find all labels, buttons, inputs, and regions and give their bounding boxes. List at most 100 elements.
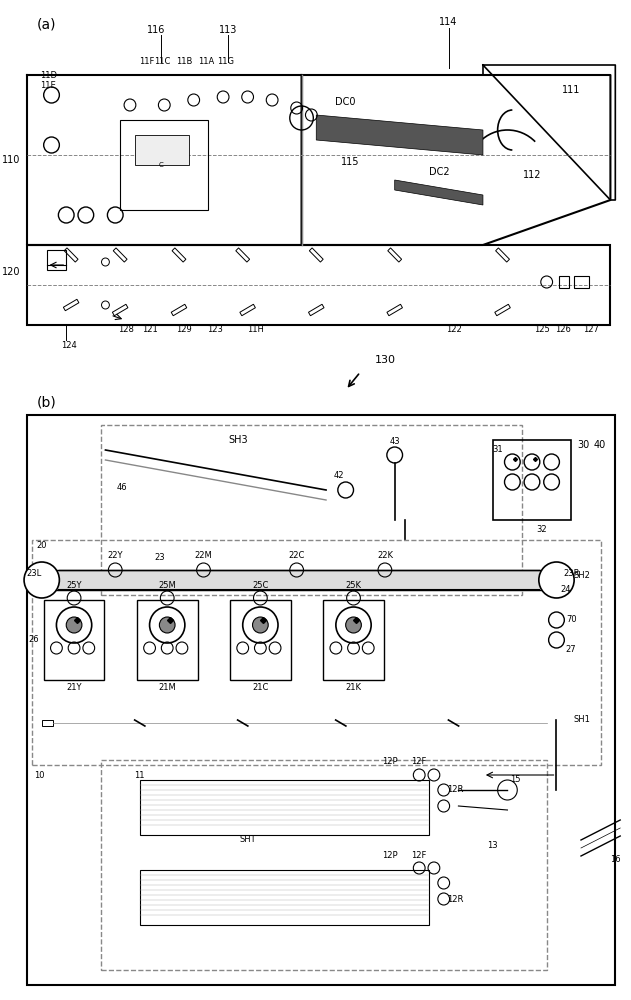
Text: 22K: 22K bbox=[377, 550, 393, 560]
Bar bbox=[135, 135, 189, 165]
Text: 124: 124 bbox=[61, 340, 77, 350]
Bar bbox=[27, 245, 610, 325]
Bar bbox=[560, 276, 569, 288]
Text: 42: 42 bbox=[334, 471, 344, 480]
Text: 11: 11 bbox=[134, 770, 145, 780]
Polygon shape bbox=[309, 248, 323, 262]
Text: C: C bbox=[159, 162, 163, 168]
Text: DC0: DC0 bbox=[336, 97, 356, 107]
Text: 10: 10 bbox=[34, 770, 44, 780]
Text: 110: 110 bbox=[2, 155, 20, 165]
Text: 11H: 11H bbox=[247, 326, 264, 334]
Polygon shape bbox=[63, 299, 79, 311]
Text: SHT: SHT bbox=[239, 836, 256, 844]
Text: 12F: 12F bbox=[411, 758, 427, 766]
Text: 25C: 25C bbox=[252, 582, 269, 590]
Text: 16: 16 bbox=[610, 856, 621, 864]
Bar bbox=[44, 600, 105, 680]
Text: 120: 120 bbox=[2, 267, 20, 277]
Bar bbox=[32, 540, 601, 765]
Text: 23: 23 bbox=[154, 554, 165, 562]
Text: 111: 111 bbox=[562, 85, 581, 95]
Text: 11D: 11D bbox=[40, 70, 57, 80]
Polygon shape bbox=[495, 248, 509, 262]
Bar bbox=[42, 720, 54, 726]
Bar bbox=[230, 600, 291, 680]
Polygon shape bbox=[316, 115, 483, 155]
Circle shape bbox=[24, 562, 59, 598]
Text: 113: 113 bbox=[219, 25, 237, 35]
Text: 121: 121 bbox=[142, 326, 158, 334]
Bar bbox=[100, 425, 522, 595]
Text: 26: 26 bbox=[28, 636, 39, 645]
Text: 25K: 25K bbox=[346, 582, 362, 590]
Text: 129: 129 bbox=[176, 326, 192, 334]
Text: DC2: DC2 bbox=[428, 167, 449, 177]
Text: (b): (b) bbox=[37, 395, 57, 409]
Text: 30: 30 bbox=[578, 440, 590, 450]
Text: 24: 24 bbox=[561, 585, 571, 594]
Text: 126: 126 bbox=[555, 326, 571, 334]
Text: 21C: 21C bbox=[252, 684, 269, 692]
Bar bbox=[42, 570, 551, 590]
Text: 21M: 21M bbox=[158, 684, 176, 692]
Text: 13: 13 bbox=[487, 840, 498, 850]
Bar bbox=[120, 120, 208, 210]
Bar bbox=[137, 600, 198, 680]
Text: 12R: 12R bbox=[447, 786, 464, 794]
Text: 20: 20 bbox=[37, 540, 47, 550]
Text: 21K: 21K bbox=[346, 684, 362, 692]
Text: 11F: 11F bbox=[139, 57, 155, 66]
Text: 114: 114 bbox=[439, 17, 458, 27]
Text: 12R: 12R bbox=[447, 896, 464, 904]
Text: 11A: 11A bbox=[198, 57, 215, 66]
Text: 12P: 12P bbox=[382, 850, 398, 859]
Text: 21Y: 21Y bbox=[66, 684, 82, 692]
Text: 11C: 11C bbox=[154, 57, 170, 66]
Polygon shape bbox=[240, 304, 256, 316]
Polygon shape bbox=[495, 304, 510, 316]
Bar bbox=[323, 600, 384, 680]
Polygon shape bbox=[171, 304, 187, 316]
Polygon shape bbox=[309, 304, 324, 316]
Bar bbox=[27, 415, 615, 985]
Text: 40: 40 bbox=[593, 440, 606, 450]
Polygon shape bbox=[236, 248, 250, 262]
Polygon shape bbox=[112, 304, 128, 316]
Text: 127: 127 bbox=[583, 326, 599, 334]
Circle shape bbox=[252, 617, 268, 633]
Text: 46: 46 bbox=[117, 484, 127, 492]
Text: 23R: 23R bbox=[563, 568, 579, 578]
Text: SH2: SH2 bbox=[574, 570, 591, 580]
Circle shape bbox=[160, 617, 175, 633]
Text: 115: 115 bbox=[341, 157, 360, 167]
Polygon shape bbox=[64, 248, 78, 262]
Text: 27: 27 bbox=[566, 646, 577, 654]
Circle shape bbox=[346, 617, 362, 633]
Polygon shape bbox=[172, 248, 186, 262]
Text: 11B: 11B bbox=[175, 57, 192, 66]
Text: (a): (a) bbox=[37, 18, 56, 32]
Text: 11G: 11G bbox=[218, 57, 235, 66]
Circle shape bbox=[539, 562, 574, 598]
Text: SH1: SH1 bbox=[574, 716, 591, 724]
Polygon shape bbox=[395, 180, 483, 205]
Text: 11E: 11E bbox=[40, 81, 56, 90]
Circle shape bbox=[66, 617, 82, 633]
Polygon shape bbox=[387, 304, 403, 316]
Text: 22M: 22M bbox=[194, 550, 213, 560]
Text: 125: 125 bbox=[534, 326, 550, 334]
Bar bbox=[493, 440, 571, 520]
Text: 25Y: 25Y bbox=[66, 582, 82, 590]
Text: 123: 123 bbox=[208, 326, 223, 334]
Bar bbox=[574, 276, 589, 288]
Text: SH3: SH3 bbox=[228, 435, 247, 445]
Text: 31: 31 bbox=[493, 446, 504, 454]
Text: 12P: 12P bbox=[382, 758, 398, 766]
Polygon shape bbox=[388, 248, 401, 262]
Text: 43: 43 bbox=[389, 436, 400, 446]
Bar bbox=[139, 870, 429, 925]
Bar bbox=[100, 760, 546, 970]
Text: 23L: 23L bbox=[27, 568, 42, 578]
Text: 32: 32 bbox=[536, 526, 547, 534]
